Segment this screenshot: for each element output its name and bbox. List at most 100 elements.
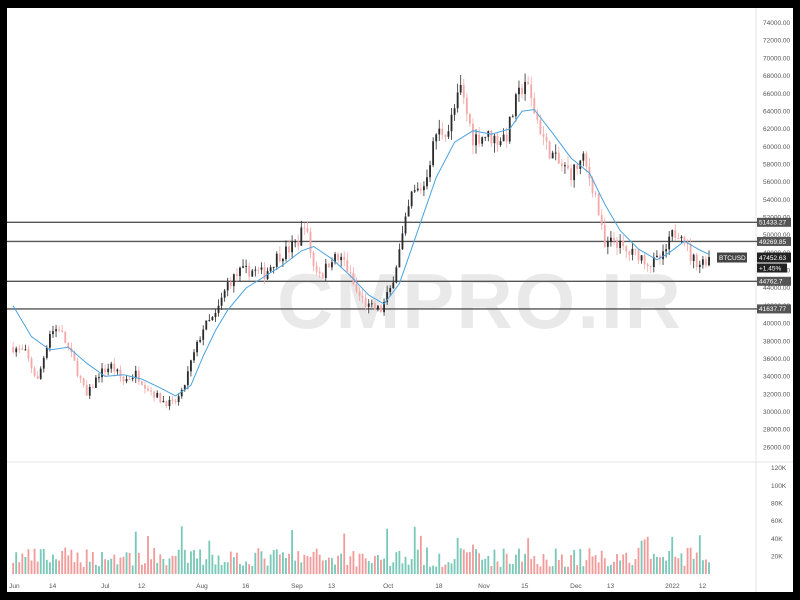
volume-bar [689, 547, 692, 574]
volume-bar [33, 548, 36, 574]
candle-body [21, 348, 24, 350]
volume-bar [603, 558, 606, 574]
candle-body [665, 249, 668, 252]
candle-body [177, 396, 180, 402]
watermark-text: CMPRO.IR [277, 257, 683, 345]
volume-bar [708, 562, 710, 574]
volume-bar [677, 558, 680, 574]
candle-body [475, 134, 477, 146]
candle-body [346, 259, 349, 272]
volume-bar [343, 533, 346, 574]
candle-body [318, 271, 321, 274]
candle-body [637, 250, 640, 261]
candle-body [52, 331, 54, 334]
volume-bar [104, 559, 107, 574]
x-tick-label: Nov [478, 583, 490, 590]
x-tick-label: 18 [435, 583, 443, 590]
price-tick-label: 66000.00 [763, 91, 790, 98]
candle-body [674, 230, 677, 239]
volume-bar [576, 565, 579, 574]
candle-body [692, 254, 695, 262]
volume-bar [619, 560, 622, 574]
candle-body [496, 135, 499, 146]
candle-body [484, 136, 487, 138]
x-tick-label: 15 [521, 583, 529, 590]
volume-bar [422, 564, 425, 574]
btc-price-chart[interactable]: CMPRO.IR 74000.00 72000.00 70000.00 68000.0… [7, 8, 793, 592]
volume-bar [340, 553, 343, 574]
volume-bar [545, 559, 548, 574]
volume-bar [82, 566, 85, 574]
volume-bar [144, 563, 146, 574]
chart-panel: CMPRO.IR 74000.00 72000.00 70000.00 68000.0… [7, 8, 793, 592]
level-tag [757, 236, 791, 246]
candle-body [168, 399, 171, 407]
candle-body [235, 274, 238, 276]
candle-body [306, 228, 309, 232]
volume-bar [671, 536, 674, 574]
volume-bar [496, 561, 499, 574]
candle-body [662, 251, 664, 260]
candle-body [107, 368, 110, 373]
candle-body [30, 358, 33, 369]
candle-body [272, 266, 275, 268]
candle-body [536, 113, 539, 120]
volume-bar [122, 556, 125, 574]
volume-bar [683, 565, 686, 574]
candle-body [45, 347, 48, 358]
candle-body [312, 252, 315, 266]
candle-body [490, 131, 493, 144]
volume-bar [514, 554, 517, 574]
candle-body [343, 256, 346, 260]
candle-body [521, 87, 523, 94]
volume-bar [481, 559, 484, 574]
candle-body [297, 241, 300, 246]
volume-bar [468, 552, 471, 574]
volume-bar [165, 565, 168, 574]
candle-body [193, 352, 195, 361]
candle-body [340, 256, 343, 261]
volume-bar [223, 562, 226, 574]
volume-bar [260, 551, 263, 574]
volume-bar [560, 554, 563, 574]
volume-bar [281, 552, 284, 574]
candle-body [12, 347, 15, 353]
volume-bar [386, 528, 389, 574]
volume-bar [174, 555, 177, 574]
level-tag [757, 217, 791, 227]
volume-bar [502, 548, 505, 574]
candle-body [285, 246, 287, 260]
volume-bar [355, 566, 358, 574]
candle-body [281, 259, 284, 262]
volume-bar [159, 554, 162, 574]
volume-bar [478, 553, 481, 574]
price-tick-label: 62000.00 [763, 126, 790, 133]
candle-body [527, 81, 530, 85]
volume-bar [668, 551, 671, 574]
volume-bar [582, 566, 585, 574]
candle-body [196, 341, 198, 353]
candle-body [131, 377, 134, 380]
x-tick-label: Jul [101, 583, 110, 590]
volume-bar [484, 558, 487, 574]
volume-bar [692, 558, 695, 574]
candle-body [579, 160, 582, 169]
volume-bar [162, 558, 165, 574]
volume-bar [337, 555, 340, 574]
symbol-tag-label: BTCUSD [719, 255, 746, 262]
candle-body [671, 230, 674, 237]
volume-bar [377, 554, 379, 574]
volume-bar [18, 562, 21, 574]
volume-bar [352, 551, 355, 574]
volume-bar [646, 536, 649, 574]
volume-bar [98, 566, 100, 574]
volume-bar [643, 539, 646, 574]
volume-bar [613, 561, 615, 574]
price-tick-label: 68000.00 [763, 73, 790, 80]
volume-bar [48, 562, 51, 574]
candle-body [631, 248, 634, 255]
candle-body [211, 317, 214, 321]
volume-bar [649, 558, 652, 574]
candle-body [686, 243, 689, 245]
volume-bar [30, 560, 33, 574]
